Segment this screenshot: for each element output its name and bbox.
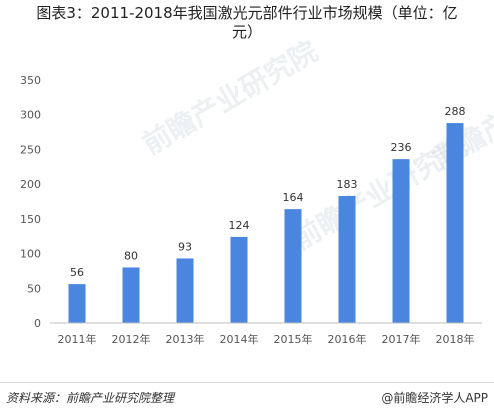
footer: 资料来源：前瞻产业研究院整理 @前瞻经济学人APP — [0, 382, 494, 416]
bar — [230, 236, 248, 323]
y-axis: 0 50 100 150 200 250 300 350 — [20, 74, 41, 330]
y-tick-label: 350 — [20, 74, 41, 87]
y-tick-label: 0 — [34, 317, 41, 330]
y-tick-label: 150 — [20, 213, 41, 226]
source-note: 资料来源：前瞻产业研究院整理 — [6, 391, 175, 405]
y-tick-label: 100 — [20, 248, 41, 261]
y-tick-label: 200 — [20, 178, 41, 191]
x-tick-label: 2012年 — [112, 332, 151, 346]
chart-title-line2: 元） — [231, 23, 262, 41]
x-tick-label: 2017年 — [382, 332, 421, 346]
data-label: 164 — [283, 191, 304, 204]
chart-title-line1: 图表3：2011-2018年我国激光元部件行业市场规模（单位：亿 — [36, 4, 458, 22]
data-label: 93 — [178, 240, 192, 253]
y-tick-label: 250 — [20, 143, 41, 156]
data-label: 80 — [124, 249, 138, 262]
x-tick-label: 2015年 — [274, 332, 313, 346]
data-label: 124 — [229, 219, 250, 232]
bar — [176, 258, 194, 323]
data-label: 288 — [445, 105, 466, 118]
brand-credit: @前瞻经济学人APP — [381, 391, 488, 405]
bar — [122, 267, 140, 323]
y-tick-label: 50 — [27, 282, 41, 295]
x-tick-label: 2018年 — [436, 332, 475, 346]
bar-series: 56 80 93 124 164 183 236 288 — [68, 105, 466, 323]
data-label: 56 — [70, 266, 84, 279]
bar — [446, 123, 464, 323]
y-tick-label: 300 — [20, 109, 41, 122]
bar — [338, 195, 356, 323]
data-label: 183 — [337, 178, 358, 191]
chart-title: 图表3：2011-2018年我国激光元部件行业市场规模（单位：亿 元） — [0, 4, 494, 42]
data-label: 236 — [391, 141, 412, 154]
bar — [68, 284, 86, 323]
x-tick-label: 2011年 — [58, 332, 97, 346]
x-tick-label: 2014年 — [220, 332, 259, 346]
bar — [284, 209, 302, 323]
watermark-text: 前瞻产业研究院 — [137, 34, 323, 161]
x-tick-label: 2016年 — [328, 332, 367, 346]
x-tick-label: 2013年 — [166, 332, 205, 346]
x-axis: 2011年 2012年 2013年 2014年 2015年 2016年 2017年 2018年 — [50, 322, 482, 346]
bar — [392, 159, 410, 323]
